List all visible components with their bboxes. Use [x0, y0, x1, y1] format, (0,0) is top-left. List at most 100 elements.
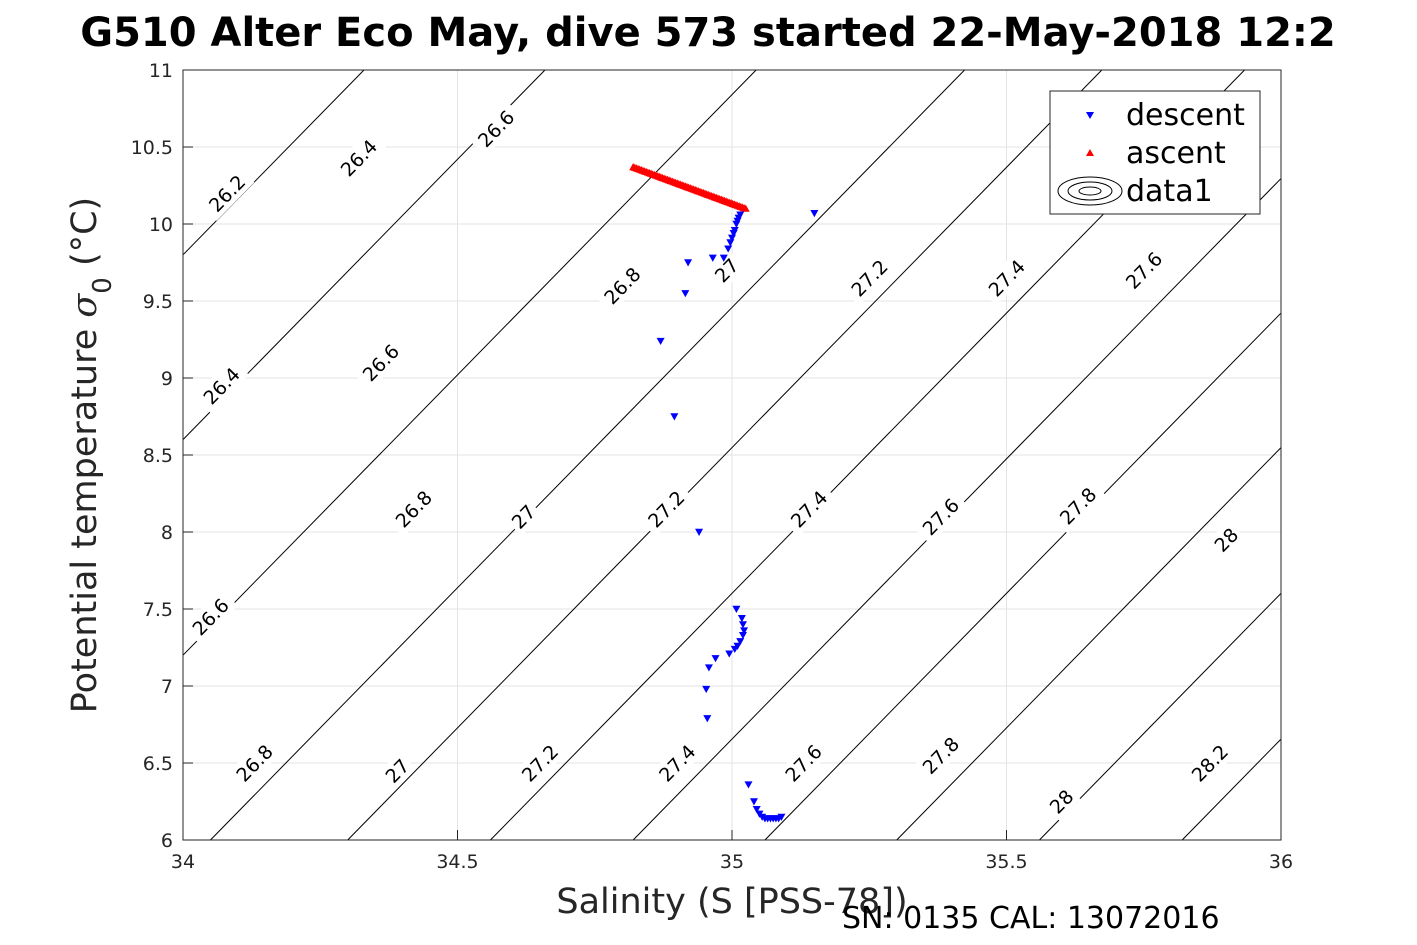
- legend-ascent-marker: [1086, 149, 1094, 156]
- descent-point: [725, 650, 734, 658]
- contour-label-bg: [775, 735, 831, 791]
- contour-label-bg: [594, 257, 650, 314]
- contour-label: 27: [382, 755, 415, 788]
- descent-point: [744, 781, 753, 789]
- x-tick-label: 36: [1269, 851, 1293, 873]
- legend-descent-marker: [1086, 112, 1094, 119]
- x-axis-label: Salinity (S [PSS-78]): [556, 882, 907, 922]
- legend-box: [1049, 90, 1261, 215]
- x-tick-label: 35.5: [985, 851, 1027, 873]
- descent-point: [695, 528, 704, 536]
- descent-point: [810, 210, 819, 218]
- contour-label-bg: [1042, 782, 1081, 821]
- contour-line-27.8: [896, 447, 1282, 841]
- contour-label-bg: [182, 589, 238, 645]
- contour-label: 27: [711, 255, 744, 288]
- y-axis-label: Potential temperature σ0 (°C): [65, 197, 118, 713]
- contour-line-26.8: [210, 69, 965, 841]
- descent-point: [740, 627, 749, 635]
- descent-point: [729, 230, 738, 238]
- contour-label-bg: [649, 735, 705, 791]
- legend: descent ascent data1: [1049, 90, 1261, 215]
- contour-label-bg: [1116, 242, 1172, 298]
- contour-label-bg: [1207, 520, 1246, 559]
- descent-point: [738, 631, 747, 640]
- descent-point: [681, 290, 690, 298]
- descent-point: [656, 337, 665, 346]
- descent-point: [724, 245, 733, 253]
- contour-label-bg: [1050, 478, 1106, 534]
- contour-label-bg: [331, 130, 387, 186]
- descent-point: [732, 605, 741, 613]
- descent-point: [703, 715, 712, 723]
- y-tick-label: 8.5: [143, 445, 173, 467]
- legend-descent-label: descent: [1126, 98, 1245, 133]
- y-tick-label: 10: [149, 214, 173, 236]
- legend-ascent-label: ascent: [1126, 136, 1226, 171]
- y-tick-label: 8: [161, 522, 173, 544]
- contour-label-bg: [707, 251, 746, 290]
- contour-label: 27: [508, 501, 541, 534]
- descent-point: [730, 645, 739, 654]
- descent-point: [711, 655, 720, 663]
- y-tick-label: 9: [161, 368, 173, 390]
- y-tick-label: 6: [161, 830, 173, 852]
- contour-label-bg: [468, 100, 524, 157]
- descent-point: [749, 798, 758, 806]
- descent-point: [684, 259, 693, 267]
- descent-point: [702, 685, 711, 694]
- contour-label-bg: [386, 481, 442, 537]
- contour-label: 28: [1046, 786, 1079, 819]
- descent-point: [738, 621, 747, 629]
- contour-label: 28: [1210, 524, 1243, 557]
- contour-label-bg: [226, 735, 282, 791]
- descent-point: [752, 806, 761, 814]
- descent-point: [726, 239, 735, 247]
- y-tick-label: 11: [149, 60, 173, 82]
- descent-point: [719, 254, 728, 262]
- contour-line-28.2: [1181, 738, 1282, 841]
- descent-point: [708, 254, 717, 262]
- descent-point: [728, 234, 736, 242]
- contour-label-bg: [781, 481, 837, 537]
- contour-label-bg: [193, 358, 249, 414]
- contour-label-bg: [638, 481, 694, 537]
- contour-label-bg: [979, 250, 1034, 306]
- y-tick-label: 6.5: [143, 753, 173, 775]
- y-tick-label: 7: [161, 676, 173, 698]
- contour-label-bg: [512, 735, 568, 791]
- y-tick-label: 9.5: [143, 291, 173, 313]
- chart-title: G510 Alter Eco May, dive 573 started 22-…: [80, 10, 1336, 56]
- contour-line-27: [347, 69, 1103, 841]
- legend-data1-label: data1: [1126, 174, 1213, 209]
- contour-label-bg: [913, 488, 969, 545]
- contour-label-bg: [353, 334, 409, 391]
- descent-point: [670, 413, 679, 421]
- footer-serial-calibration: SN: 0135 CAL: 13072016: [842, 901, 1220, 936]
- contour-label-bg: [913, 727, 969, 783]
- descent-point: [732, 220, 741, 228]
- y-tick-label: 10.5: [131, 137, 173, 159]
- x-tick-label: 34: [171, 851, 195, 873]
- descent-point: [737, 615, 746, 623]
- contour-label-bg: [504, 497, 543, 536]
- descent-point: [704, 664, 713, 672]
- contour-label-bg: [841, 250, 897, 306]
- contour-label-bg: [1182, 735, 1238, 791]
- y-tick-label: 7.5: [143, 599, 173, 621]
- x-tick-label: 34.5: [436, 851, 478, 873]
- descent-point: [777, 813, 786, 821]
- ascent-point: [741, 204, 750, 212]
- x-tick-label: 35: [720, 851, 744, 873]
- descent-point: [736, 638, 745, 646]
- y-axis-ticks: 6 6.5 7 7.5 8 8.5 9 9.5 10 10.5 11: [131, 60, 193, 852]
- contour-label-bg: [199, 165, 255, 221]
- contour-line-26.2: [182, 69, 365, 256]
- contour-line-27.6: [764, 312, 1282, 841]
- legend-data1-contour-icon: [1057, 176, 1123, 206]
- x-axis-ticks: 34 34.5 35 35.5 36: [171, 830, 1293, 873]
- data-markers: [629, 163, 819, 823]
- contour-line-26.6: [182, 69, 757, 656]
- contour-label-bg: [378, 751, 417, 790]
